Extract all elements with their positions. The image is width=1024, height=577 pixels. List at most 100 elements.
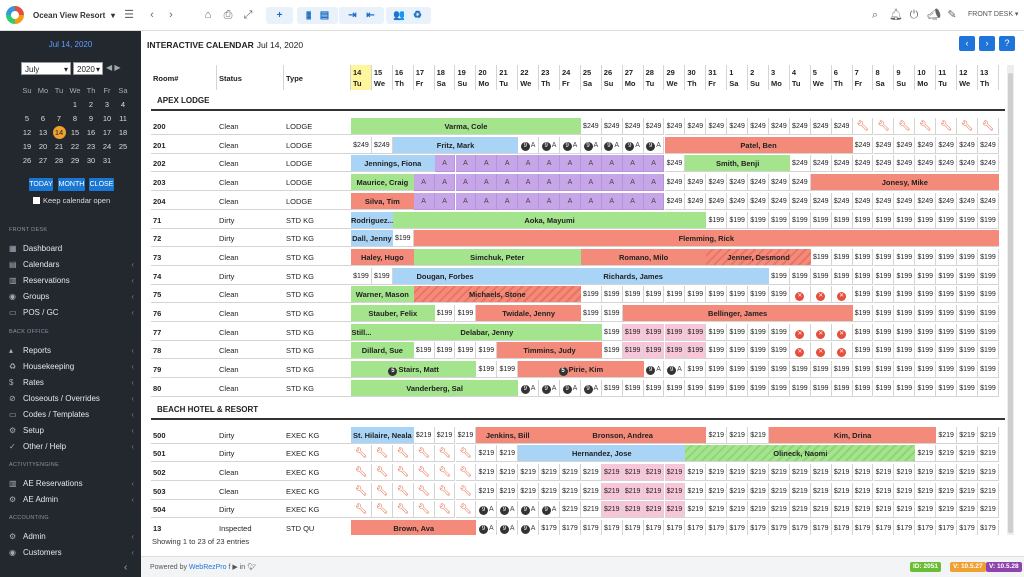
rate-cell[interactable]: $199 (622, 379, 644, 397)
linkedin-icon[interactable]: in (239, 564, 246, 571)
group-block-cell[interactable]: A (622, 174, 644, 192)
role-select[interactable]: FRONT DESK ▾ (968, 11, 1019, 18)
rate-cell[interactable]: $219 (560, 463, 581, 481)
wrench-icon[interactable]: 🔧︎ (434, 482, 456, 500)
rate-cell[interactable]: $179 (936, 520, 958, 535)
rate-cell[interactable]: $199 (873, 286, 895, 304)
blocked-icon[interactable]: ✕ (831, 323, 853, 341)
rate-cell[interactable]: $219 (873, 482, 895, 500)
day-header[interactable]: 26 Su (602, 65, 623, 90)
rate-cell[interactable]: $249 (831, 118, 853, 135)
group-block-cell[interactable]: A (497, 174, 519, 192)
nav-reports[interactable]: ▴ Reports ‹ (9, 344, 137, 358)
day-header[interactable]: 24 Fr (560, 65, 581, 90)
rate-cell[interactable]: $219 (664, 482, 686, 500)
rate-cell[interactable]: $249 (936, 136, 958, 154)
wrench-icon[interactable]: 🔧︎ (413, 463, 435, 481)
room-number[interactable]: 201 (151, 137, 217, 154)
menu-icon[interactable]: ☰ (124, 9, 134, 21)
print-icon[interactable]: ⎙ (223, 9, 233, 21)
rate-cell[interactable]: $219 (685, 482, 707, 500)
back-icon[interactable]: ‹ (150, 9, 154, 21)
rate-cell[interactable]: $219 (476, 482, 498, 500)
wrench-icon[interactable]: 🔧︎ (936, 118, 958, 135)
mini-cal-day[interactable]: 11 (119, 113, 127, 123)
group-block-cell[interactable]: A (580, 192, 602, 210)
group-block-cell[interactable]: A (539, 155, 560, 173)
rate-cell[interactable]: $219 (685, 463, 707, 481)
rate-cell[interactable]: $219 (894, 482, 916, 500)
rate-cell[interactable]: $179 (706, 520, 728, 535)
rate-cell[interactable]: $199 (957, 323, 978, 341)
rate-cell[interactable]: $249 (664, 192, 686, 210)
rate-cell[interactable]: $199 (978, 305, 999, 322)
booking-bar[interactable]: Olineck, Naomi (685, 445, 916, 463)
rate-cell[interactable]: $199 (978, 379, 999, 397)
rate-cell[interactable]: $219 (789, 501, 811, 519)
rate-cell[interactable]: $199 (455, 342, 477, 360)
booking-bar[interactable]: Jenkins, Bill (476, 426, 540, 444)
rate-cell[interactable]: $249 (685, 118, 707, 135)
day-header[interactable]: 1 Sa (727, 65, 749, 90)
rate-cell[interactable]: $199 (852, 379, 874, 397)
wrench-icon[interactable]: 🔧︎ (978, 118, 999, 135)
booking-bar[interactable]: Maurice, Craig (351, 174, 414, 192)
month-select[interactable]: July ▾ (21, 62, 71, 75)
wrench-icon[interactable]: 🔧︎ (392, 501, 414, 519)
rate-cell[interactable]: $199 (497, 361, 519, 379)
rate-cell[interactable]: $199 (810, 211, 832, 229)
rate-cell[interactable]: $199 (873, 248, 895, 266)
room-number[interactable]: 72 (151, 230, 217, 248)
rate-cell[interactable]: $219 (915, 445, 937, 463)
rate-cell[interactable]: $199 (957, 286, 978, 304)
keep-open-checkbox[interactable]: Keep calendar open (33, 196, 110, 205)
rate-cell[interactable]: $219 (706, 426, 728, 444)
rate-cell[interactable]: $199 (831, 267, 853, 285)
rate-cell[interactable]: $249 (706, 118, 728, 135)
rate-cell[interactable]: $249 (873, 155, 895, 173)
rate-cell[interactable]: $219 (643, 463, 665, 481)
rate-cell[interactable]: $219 (831, 463, 853, 481)
rate-cell[interactable]: $199 (915, 211, 937, 229)
rate-cell[interactable]: $219 (580, 501, 602, 519)
rate-cell[interactable]: $219 (664, 501, 686, 519)
mini-cal-day[interactable] (19, 97, 35, 111)
nav-setup[interactable]: ⚙ Setup ‹ (9, 424, 137, 438)
booking-bar[interactable]: Still... (351, 323, 372, 341)
room-number[interactable]: 79 (151, 361, 217, 379)
rate-cell[interactable]: $199 (476, 342, 498, 360)
rate-cell[interactable]: $199 (894, 323, 916, 341)
rate-cell[interactable]: $219 (957, 463, 978, 481)
day-header[interactable]: 23 Th (539, 65, 560, 90)
rate-cell[interactable]: $219 (957, 426, 978, 444)
rate-cell[interactable]: $199 (873, 323, 895, 341)
booking-bar[interactable]: Dougan, Forbes (392, 267, 498, 285)
booking-bar[interactable]: Vanderberg, Sal (351, 379, 519, 397)
rate-cell[interactable]: $219 (601, 463, 623, 481)
rate-cell[interactable]: $199 (706, 361, 728, 379)
rate-cell[interactable]: $249 (664, 155, 686, 173)
rate-cell[interactable]: $219 (957, 445, 978, 463)
today-button[interactable]: TODAY (29, 178, 53, 191)
day-header[interactable]: 25 Sa (581, 65, 602, 90)
nav-calendars[interactable]: ▤ Calendars ‹ (9, 258, 137, 272)
calendar-grid-button[interactable]: ▤ (311, 7, 338, 24)
rate-cell[interactable]: $199 (915, 323, 937, 341)
rate-cell[interactable]: $249 (706, 174, 728, 192)
rate-cell[interactable]: $199 (915, 286, 937, 304)
day-header[interactable]: 19 Su (456, 65, 477, 90)
rate-cell[interactable]: $199 (789, 267, 811, 285)
mini-cal-day[interactable]: 4 (120, 99, 126, 109)
rate-cell[interactable]: $199 (894, 248, 916, 266)
booking-bar[interactable]: Dall, Jenny (351, 230, 393, 248)
wrench-icon[interactable]: 🔧︎ (455, 463, 477, 481)
rate-cell[interactable]: $249 (789, 155, 811, 173)
rate-cell[interactable]: $199 (727, 379, 749, 397)
nav-admin[interactable]: ⚙ Admin ‹ (9, 530, 137, 544)
group-block-cell[interactable]: A (643, 174, 665, 192)
group-block-cell[interactable]: A (455, 174, 477, 192)
rate-cell[interactable]: $199 (915, 379, 937, 397)
checkout-button[interactable]: ⇤ (357, 7, 384, 24)
